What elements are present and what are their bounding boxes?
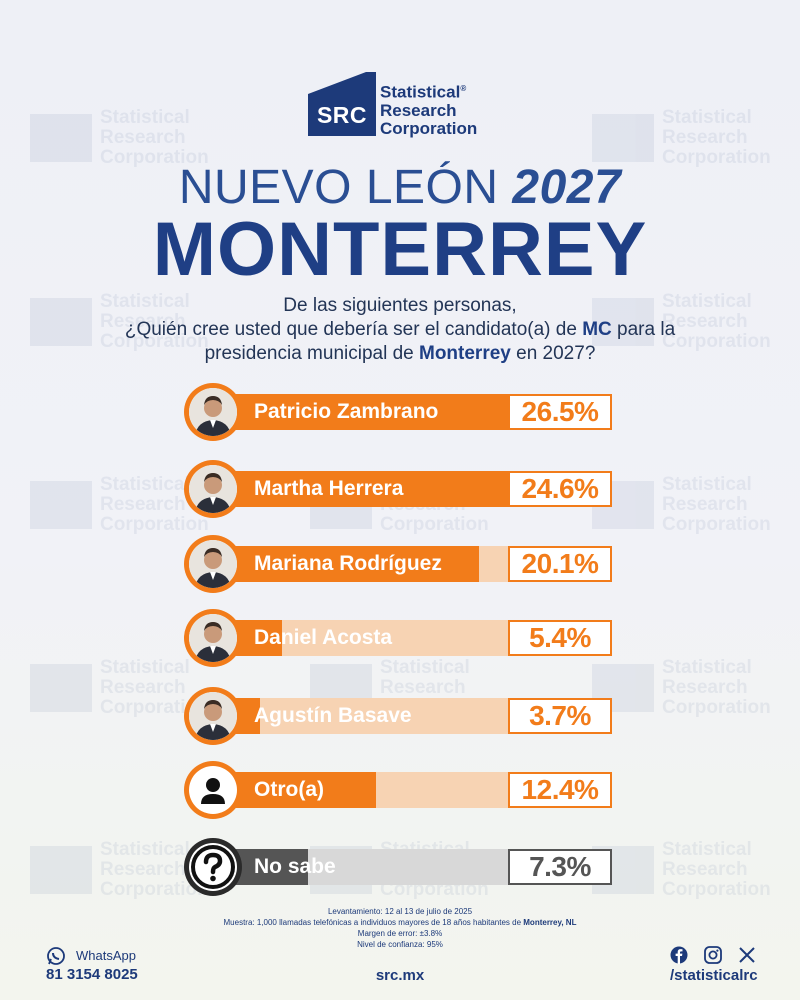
instagram-icon[interactable] — [704, 946, 722, 964]
city-name: Monterrey — [419, 343, 511, 364]
person-photo-icon — [189, 465, 237, 513]
person-photo-icon — [189, 540, 237, 588]
bar-value-label: 20.1% — [521, 548, 599, 579]
logo-abbr: SRC — [316, 102, 368, 128]
person-photo-icon — [189, 614, 237, 662]
question-line2: ¿Quién cree usted que debería ser el can… — [124, 319, 583, 340]
bar — [210, 546, 479, 582]
value-box — [508, 620, 612, 656]
bar-category-label: Mariana Rodríguez — [254, 552, 442, 575]
sample-description: Muestra: 1,000 llamadas telefónicas a in… — [223, 918, 524, 927]
x-icon[interactable] — [738, 946, 756, 964]
question-line3-end: en 2027? — [510, 343, 596, 364]
bar — [210, 394, 565, 430]
logo-line3: Corporation — [380, 118, 478, 138]
value-box — [508, 546, 612, 582]
party-name: MC — [582, 319, 612, 340]
bar — [210, 471, 540, 507]
value-box — [508, 394, 612, 430]
bar-category-label: Martha Herrera — [254, 477, 404, 500]
page-title: MONTERREY — [152, 207, 648, 292]
bar-value-label: 5.4% — [529, 622, 591, 653]
fieldwork-dates: Levantamiento: 12 al 13 de julio de 2025 — [327, 907, 473, 916]
src-logo: SRC Statistical® Research Corporation — [308, 72, 498, 142]
bar-row: Martha Herrera 24.6% — [184, 460, 612, 518]
methodology-note: Levantamiento: 12 al 13 de julio de 2025… — [200, 906, 600, 950]
website-link[interactable]: src.mx — [375, 967, 425, 984]
sample-location: Monterrey, NL — [523, 918, 577, 927]
bar-category-label: Daniel Acosta — [254, 626, 393, 649]
survey-question: De las siguientes personas, ¿Quién cree … — [60, 294, 740, 366]
bar-row: No sabe 7.3% — [184, 838, 612, 896]
value-box — [508, 698, 612, 734]
logo-line2: Research — [380, 100, 457, 120]
bar-category-label: Otro(a) — [254, 778, 324, 801]
person-photo-icon — [189, 692, 237, 740]
bar-row: Mariana Rodríguez 20.1% — [184, 535, 612, 593]
question-line1: De las siguientes personas, — [283, 295, 517, 316]
question-line3: presidencia municipal de — [204, 343, 419, 364]
bar-category-label: Agustín Basave — [254, 704, 412, 727]
avatar — [184, 460, 242, 518]
bar-category-label: Patricio Zambrano — [254, 400, 439, 423]
value-box — [508, 849, 612, 885]
avatar — [184, 761, 242, 819]
person-photo-icon — [189, 388, 237, 436]
logo-line1: Statistical — [380, 82, 461, 102]
whatsapp-icon — [47, 947, 65, 965]
bar-row: Agustín Basave 3.7% — [184, 687, 612, 745]
value-box — [508, 772, 612, 808]
bar-value-label: 24.6% — [521, 473, 599, 504]
bar-row: Patricio Zambrano 26.5% — [184, 383, 612, 441]
bar-category-label: No sabe — [254, 855, 336, 878]
whatsapp-label: WhatsApp — [76, 948, 136, 963]
user-icon — [201, 778, 225, 804]
avatar — [184, 383, 242, 441]
bar-value-label: 7.3% — [529, 851, 591, 882]
avatar — [184, 535, 242, 593]
question-line2-end: para la — [611, 319, 676, 340]
bar-value-label: 3.7% — [529, 700, 591, 731]
confidence-level: Nivel de confianza: 95% — [357, 940, 443, 949]
value-box — [508, 471, 612, 507]
bar-row: Otro(a) 12.4% — [184, 761, 612, 819]
phone-number[interactable]: 81 3154 8025 — [46, 966, 138, 983]
avatar — [184, 609, 242, 667]
src-logo-icon — [308, 72, 376, 136]
margin-of-error: Margen de error: ±3.8% — [357, 929, 443, 938]
question-mark-icon — [191, 845, 235, 889]
headline: NUEVO LEÓN 2027 — [0, 160, 800, 215]
avatar — [184, 687, 242, 745]
state-name: NUEVO LEÓN — [178, 161, 499, 214]
logo-wordmark: Statistical® Research Corporation — [380, 80, 477, 138]
social-handle[interactable]: /statisticalrc — [670, 967, 758, 984]
bar-value-label: 26.5% — [521, 396, 599, 427]
facebook-icon[interactable] — [670, 946, 688, 964]
registered-mark: ® — [460, 84, 467, 93]
avatar — [184, 838, 242, 896]
bar-value-label: 12.4% — [521, 774, 599, 805]
bar-row: Daniel Acosta 5.4% — [184, 609, 612, 667]
election-year: 2027 — [512, 161, 622, 214]
